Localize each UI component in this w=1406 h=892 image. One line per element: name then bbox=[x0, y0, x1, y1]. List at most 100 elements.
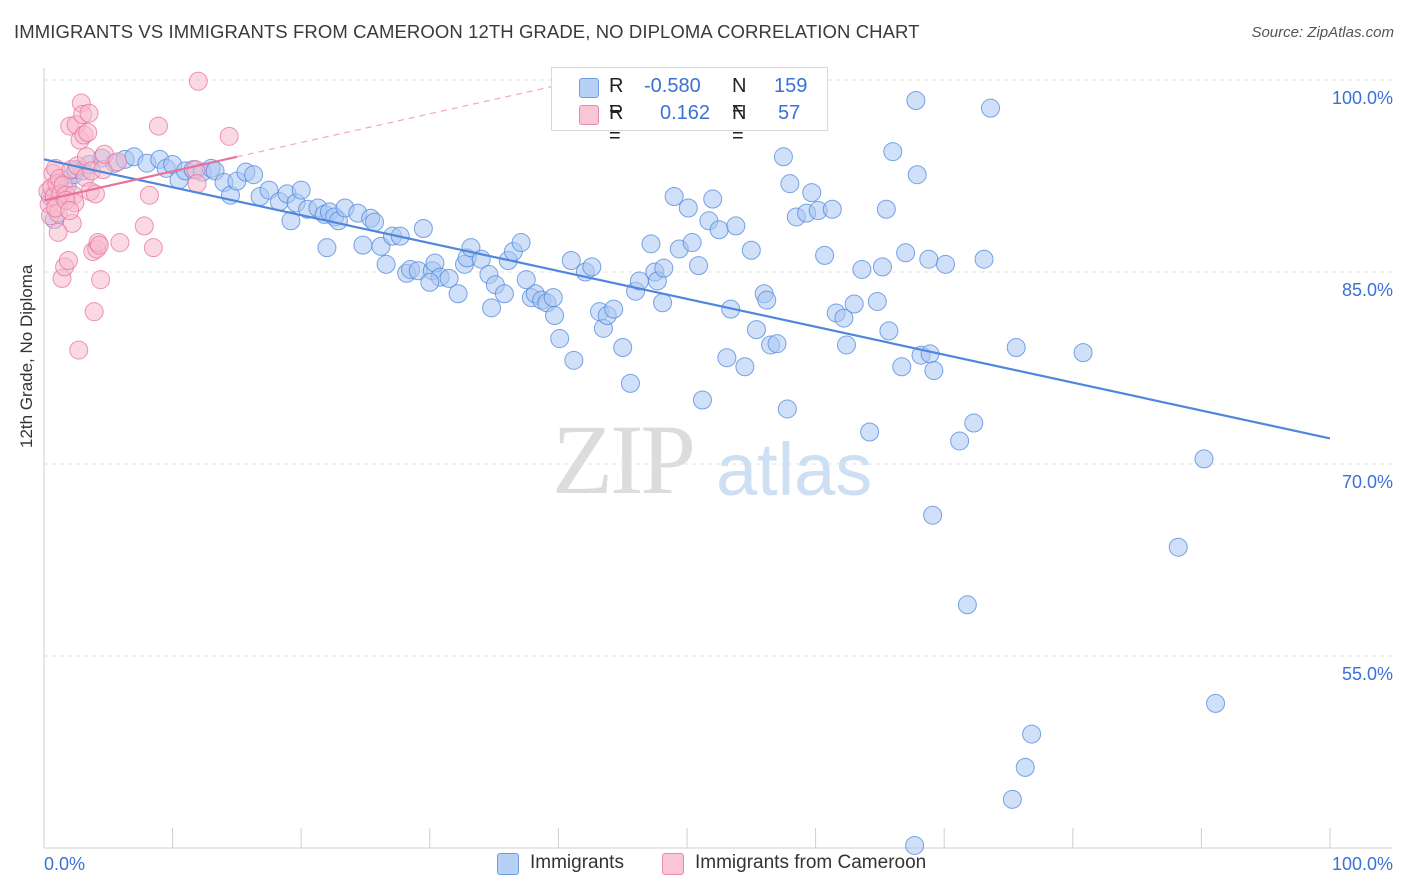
correlation-legend: R = -0.580 N = 159 R = 0.162 N = 57 bbox=[551, 67, 828, 147]
immigrants-point bbox=[980, 98, 1000, 118]
immigrants-point bbox=[1015, 757, 1035, 777]
cameroon-point bbox=[89, 235, 109, 255]
immigrants-point bbox=[709, 220, 729, 240]
immigrants-point bbox=[613, 338, 633, 358]
n-label: N = bbox=[732, 75, 747, 120]
cameroon-point bbox=[60, 201, 80, 221]
immigrants-point bbox=[907, 165, 927, 185]
immigrants-point bbox=[876, 199, 896, 219]
immigrants-point bbox=[834, 308, 854, 328]
legend-swatch-immigrants bbox=[497, 853, 519, 875]
cameroon-point bbox=[107, 152, 127, 172]
immigrants-point bbox=[620, 373, 640, 393]
immigrants-point bbox=[767, 334, 787, 354]
immigrants-point bbox=[964, 413, 984, 433]
immigrants-point bbox=[550, 329, 570, 349]
legend-label-cameroon: Immigrants from Cameroon bbox=[695, 852, 927, 873]
legend-swatch-immigrants bbox=[579, 78, 599, 98]
immigrants-point bbox=[1168, 537, 1188, 557]
immigrants-point bbox=[654, 258, 674, 278]
y-tick-label: 70.0% bbox=[1342, 472, 1393, 492]
immigrants-point bbox=[494, 284, 514, 304]
immigrants-point bbox=[836, 335, 856, 355]
legend-swatch-cameroon bbox=[579, 105, 599, 125]
immigrants-point bbox=[924, 361, 944, 381]
immigrants-point bbox=[726, 216, 746, 236]
immigrants-point bbox=[678, 198, 698, 218]
immigrants-point bbox=[564, 350, 584, 370]
immigrants-trend-line bbox=[43, 158, 1331, 440]
immigrants-point bbox=[281, 211, 301, 231]
immigrants-point bbox=[244, 165, 264, 185]
y-axis-label: 12th Grade, No Diploma bbox=[17, 264, 36, 448]
immigrants-point bbox=[822, 199, 842, 219]
immigrants-point bbox=[735, 357, 755, 377]
x-tick-label: 100.0% bbox=[1332, 854, 1393, 874]
cameroon-point bbox=[110, 233, 130, 253]
immigrants-point bbox=[365, 212, 385, 232]
immigrants-point bbox=[896, 243, 916, 263]
immigrants-point bbox=[703, 189, 723, 209]
immigrants-point bbox=[641, 234, 661, 254]
immigrants-point bbox=[923, 505, 943, 525]
cameroon-point bbox=[78, 122, 98, 142]
immigrants-point bbox=[1022, 724, 1042, 744]
immigrants-point bbox=[439, 268, 459, 288]
y-tick-label: 85.0% bbox=[1342, 280, 1393, 300]
immigrants-point bbox=[420, 272, 440, 292]
r-label: R = bbox=[609, 102, 624, 147]
immigrants-point bbox=[879, 321, 899, 341]
immigrants-point bbox=[957, 595, 977, 615]
n-label: N = bbox=[732, 102, 747, 147]
cameroon-point bbox=[79, 103, 99, 123]
x-tick-label: 0.0% bbox=[44, 854, 85, 874]
immigrants-point bbox=[777, 399, 797, 419]
r-value: 0.162 bbox=[660, 102, 711, 124]
immigrants-point bbox=[950, 431, 970, 451]
immigrants-point bbox=[511, 233, 531, 253]
immigrants-point bbox=[582, 257, 602, 277]
immigrants-point bbox=[802, 183, 822, 203]
immigrants-point bbox=[1002, 789, 1022, 809]
immigrants-point bbox=[892, 357, 912, 377]
immigrants-point bbox=[906, 90, 926, 110]
cameroon-point bbox=[188, 71, 208, 91]
immigrants-point bbox=[757, 290, 777, 310]
immigrants-point bbox=[852, 259, 872, 279]
immigrants-point bbox=[815, 245, 835, 265]
cameroon-point bbox=[58, 250, 78, 270]
trend-extension bbox=[236, 84, 559, 158]
immigrants-point bbox=[561, 250, 581, 270]
tick-labels: 100.0% 85.0% 70.0% 55.0% 0.0% 100.0% bbox=[44, 88, 1393, 874]
immigrants-point bbox=[682, 233, 702, 253]
immigrants-point bbox=[692, 390, 712, 410]
cameroon-trend-line bbox=[43, 155, 238, 202]
cameroon-point bbox=[91, 270, 111, 290]
immigrants-point bbox=[291, 180, 311, 200]
cameroon-point bbox=[69, 340, 89, 360]
cameroon-points bbox=[38, 71, 239, 360]
immigrants-point bbox=[317, 238, 337, 258]
trend-lines bbox=[43, 84, 1331, 440]
r-label: R = bbox=[609, 75, 624, 120]
cameroon-point bbox=[219, 126, 239, 146]
source-label: Source: ZipAtlas.com bbox=[1251, 24, 1394, 41]
cameroon-point bbox=[134, 216, 154, 236]
immigrants-point bbox=[741, 240, 761, 260]
immigrants-point bbox=[664, 186, 684, 206]
cameroon-point bbox=[148, 116, 168, 136]
immigrants-point bbox=[905, 835, 925, 855]
immigrants-point bbox=[867, 291, 887, 311]
immigrants-point bbox=[883, 142, 903, 162]
immigrants-point bbox=[860, 422, 880, 442]
immigrants-point bbox=[604, 299, 624, 319]
chart-title: IMMIGRANTS VS IMMIGRANTS FROM CAMEROON 1… bbox=[14, 21, 920, 42]
immigrants-point bbox=[717, 348, 737, 368]
immigrants-point bbox=[935, 254, 955, 274]
watermark-atlas: atlas bbox=[716, 428, 873, 511]
immigrants-point bbox=[376, 254, 396, 274]
cameroon-point bbox=[143, 238, 163, 258]
legend-swatch-cameroon bbox=[662, 853, 684, 875]
immigrants-point bbox=[1006, 338, 1026, 358]
